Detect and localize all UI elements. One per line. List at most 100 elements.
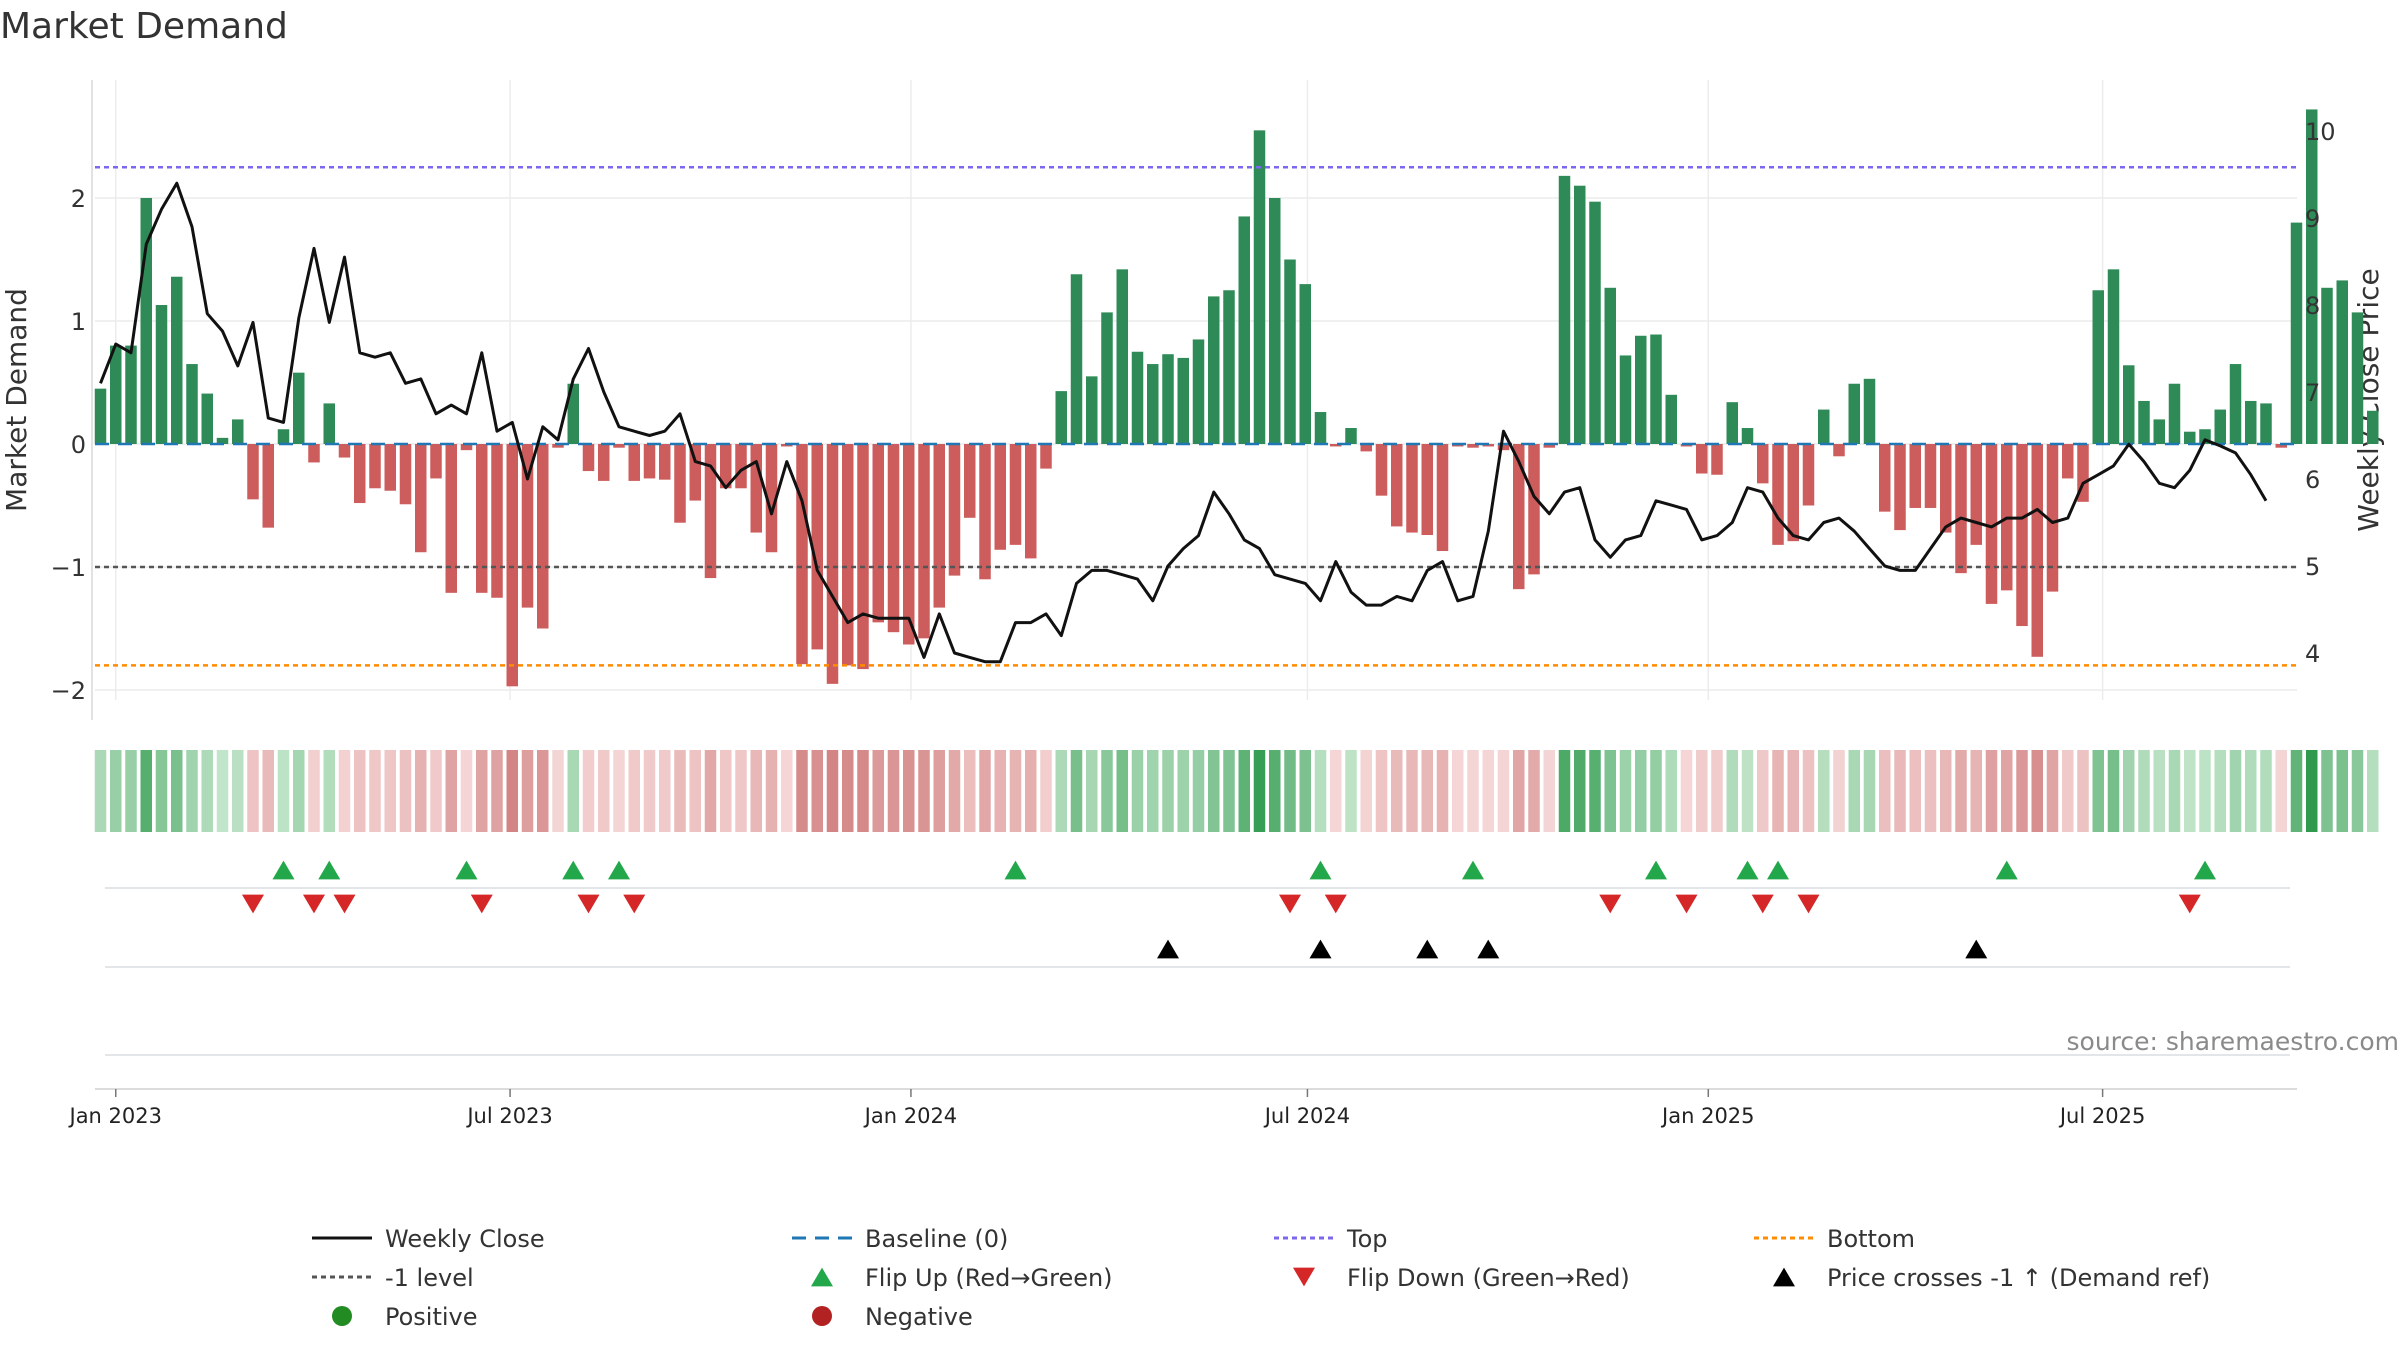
heat-cell: [643, 750, 656, 832]
demand-bar: [2107, 269, 2120, 444]
heat-cell: [948, 750, 961, 832]
flip-down-marker: [1751, 894, 1774, 914]
flip-down-marker: [1675, 894, 1698, 914]
heat-cell: [277, 750, 290, 832]
demand-bar: [2367, 410, 2379, 444]
demand-bar: [1558, 175, 1571, 445]
heat-cell: [1558, 750, 1571, 832]
heat-cell: [704, 750, 717, 832]
heat-cell: [1299, 750, 1311, 832]
demand-bar: [1299, 284, 1311, 444]
heat-cell: [1604, 750, 1616, 832]
flip-up-marker: [1736, 860, 1759, 880]
heat-cell: [1131, 750, 1144, 832]
demand-bar: [323, 403, 335, 444]
demand-bar: [1985, 444, 1998, 604]
heat-cell: [994, 750, 1006, 832]
demand-bar: [186, 364, 198, 444]
heat-cell: [842, 750, 854, 832]
demand-bar: [842, 444, 854, 666]
flip-down-marker: [242, 894, 264, 914]
demand-bar: [308, 444, 320, 463]
demand-bar: [2062, 444, 2074, 479]
heat-cell: [1955, 750, 1967, 832]
demand-bar: [1223, 290, 1235, 444]
flip-down-marker: [1279, 894, 1301, 914]
price-cross-marker: [1965, 939, 1988, 959]
demand-bar: [293, 372, 305, 444]
heat-cell: [308, 750, 320, 832]
demand-bar: [796, 444, 808, 665]
demand-bar: [2351, 312, 2364, 444]
demand-bar: [1787, 444, 1799, 542]
heat-cell: [933, 750, 945, 832]
demand-bar: [2153, 419, 2165, 444]
demand-bar: [369, 444, 381, 489]
heat-cell: [1482, 750, 1494, 832]
legend-swatch: [1293, 1267, 1315, 1287]
demand-bar: [1391, 444, 1403, 527]
demand-bar: [720, 444, 732, 489]
heat-cell: [1055, 750, 1067, 832]
demand-bar: [2199, 429, 2211, 444]
demand-bar: [689, 444, 701, 501]
demand-bars: [94, 109, 2379, 687]
legend-label: Flip Up (Red→Green): [865, 1264, 1113, 1292]
demand-bar: [2016, 444, 2028, 627]
demand-bar: [1772, 444, 1784, 545]
legend-swatch: [1773, 1267, 1795, 1287]
heat-cell: [659, 750, 671, 832]
heat-cell: [1223, 750, 1235, 832]
heat-cell: [811, 750, 823, 832]
demand-bar: [1055, 391, 1067, 444]
heat-cell: [1436, 750, 1449, 832]
legend-item: Positive: [332, 1303, 478, 1331]
y-tick-label: 0: [71, 431, 86, 459]
demand-bar: [430, 444, 442, 479]
price-cross-marker: [1416, 939, 1439, 959]
heat-cell: [1284, 750, 1296, 832]
heat-cell: [537, 750, 549, 832]
demand-bar: [1375, 444, 1388, 496]
demand-bar: [125, 345, 137, 444]
heat-cell: [1177, 750, 1189, 832]
demand-bar: [1269, 198, 1281, 444]
demand-bar: [1238, 216, 1250, 444]
heat-cell: [689, 750, 701, 832]
legend-label: Weekly Close: [385, 1225, 545, 1253]
heat-cell: [1574, 750, 1586, 832]
demand-bar: [262, 444, 274, 528]
heat-cell: [2016, 750, 2028, 832]
legend-label: Bottom: [1827, 1225, 1915, 1253]
y2-ticks: 4 5 6 7 8 9 10: [2305, 118, 2336, 668]
heat-cell: [2306, 750, 2318, 832]
heat-cell: [2138, 750, 2150, 832]
heat-cell: [1726, 750, 1738, 832]
y2-tick-label: 7: [2305, 379, 2320, 407]
heat-cell: [1009, 750, 1022, 832]
y2-tick-label: 9: [2305, 205, 2320, 233]
demand-bar: [598, 444, 610, 481]
x-tick-label: Jul 2025: [2058, 1104, 2145, 1128]
demand-bar: [1833, 444, 1845, 457]
heat-cell: [1391, 750, 1403, 832]
heat-cell: [1345, 750, 1357, 832]
demand-bar: [1711, 444, 1723, 475]
legend-label: -1 level: [385, 1264, 474, 1292]
flip-up-marker: [1004, 860, 1027, 880]
legend-label: Baseline (0): [865, 1225, 1008, 1253]
flip-up-marker: [272, 860, 295, 880]
demand-bar: [643, 444, 656, 479]
demand-bar: [1894, 444, 1906, 531]
legend-item: -1 level: [312, 1264, 474, 1292]
demand-bar: [1116, 269, 1128, 444]
heat-cell: [2336, 750, 2348, 832]
demand-bar: [1192, 339, 1205, 444]
heat-cell: [1619, 750, 1632, 832]
flip-up-marker: [1645, 860, 1667, 880]
heat-cell: [1025, 750, 1037, 832]
heat-cell: [2275, 750, 2287, 832]
demand-bar: [1025, 444, 1037, 559]
demand-bar: [1818, 409, 1830, 444]
